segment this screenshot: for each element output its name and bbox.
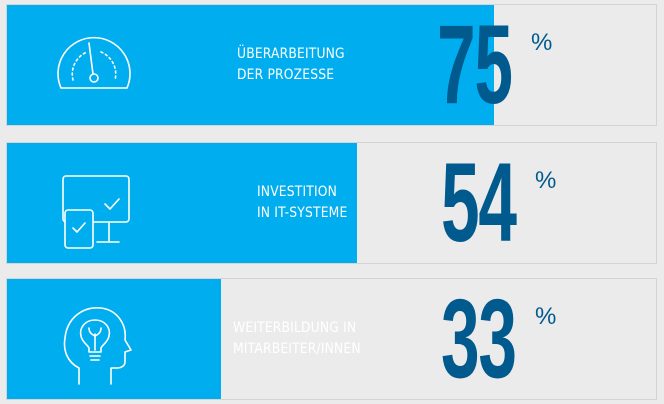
bar-fill [7, 279, 222, 399]
value-group: 54 % [441, 143, 562, 263]
label-line-1: ÜBERARBEITUNG [237, 46, 345, 62]
bar-row-weiterbildung: WEITERBILDUNG IN MITARBEITER/INNEN 33 % [6, 278, 657, 400]
head-lightbulb-icon [49, 296, 139, 386]
monitor-tablet-icon [49, 160, 139, 250]
row-label: WEITERBILDUNG IN MITARBEITER/INNEN [233, 279, 361, 399]
bar-row-prozesse: ÜBERARBEITUNG DER PROZESSE 75 % [6, 4, 657, 126]
label-line-2: DER PROZESSE [237, 67, 335, 83]
speedometer-icon [49, 22, 139, 112]
value-number: 54 [441, 142, 517, 264]
value-number: 33 [441, 278, 517, 400]
value-unit: % [531, 29, 553, 56]
label-line-1: INVESTITION [257, 184, 338, 200]
bar-fill [7, 5, 494, 125]
value-group: 33 % [441, 279, 562, 399]
value-unit: % [535, 167, 557, 194]
label-line-2: MITARBEITER/INNEN [233, 341, 361, 357]
label-line-2: IN IT-SYSTEME [257, 205, 348, 221]
label-line-1: WEITERBILDUNG IN [233, 320, 357, 336]
row-label: ÜBERARBEITUNG DER PROZESSE [237, 5, 345, 125]
bar-row-it-systeme: INVESTITION IN IT-SYSTEME 54 % [6, 142, 657, 264]
value-group: 75 % [437, 5, 558, 125]
value-number: 75 [437, 4, 513, 126]
row-label: INVESTITION IN IT-SYSTEME [257, 143, 347, 263]
value-unit: % [535, 303, 557, 330]
